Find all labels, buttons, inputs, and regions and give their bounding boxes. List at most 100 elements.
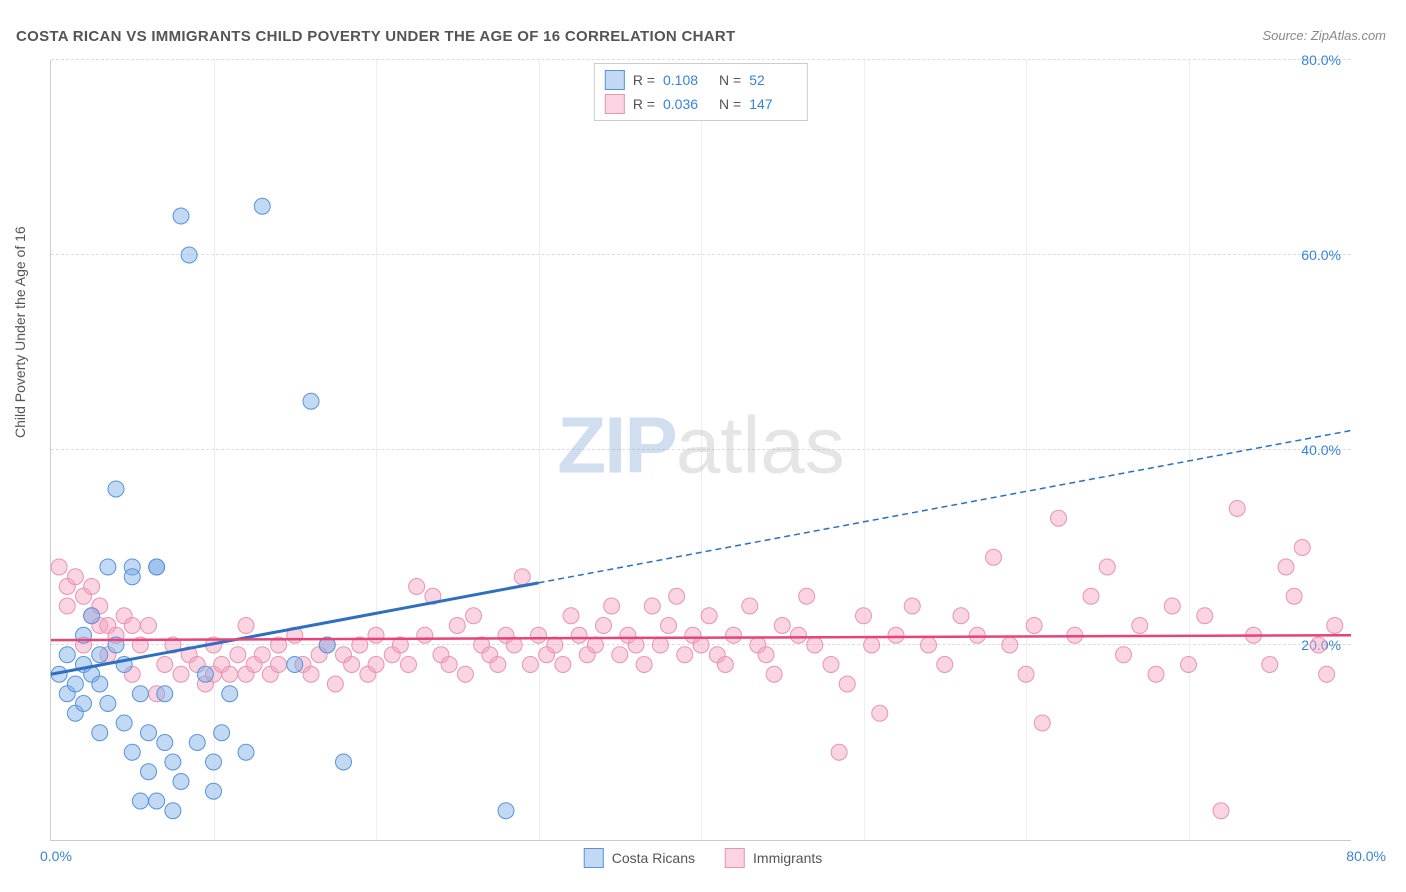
scatter-point [1034, 715, 1050, 731]
N-label: N = [719, 96, 741, 112]
scatter-point [1026, 618, 1042, 634]
scatter-point [669, 588, 685, 604]
scatter-point [141, 618, 157, 634]
R-value: 0.036 [663, 96, 711, 112]
scatter-point [84, 579, 100, 595]
scatter-point [1327, 618, 1343, 634]
R-label: R = [633, 72, 655, 88]
scatter-point [498, 803, 514, 819]
scatter-point [953, 608, 969, 624]
scatter-point [84, 608, 100, 624]
scatter-point [774, 618, 790, 634]
scatter-point [67, 676, 83, 692]
scatter-point [303, 666, 319, 682]
scatter-point [254, 647, 270, 663]
scatter-point [969, 627, 985, 643]
scatter-point [864, 637, 880, 653]
scatter-svg [51, 60, 1351, 840]
source-label: Source: ZipAtlas.com [1262, 28, 1386, 43]
scatter-point [563, 608, 579, 624]
scatter-point [149, 793, 165, 809]
scatter-point [238, 744, 254, 760]
scatter-point [636, 657, 652, 673]
bottom-legend: Costa Ricans Immigrants [584, 848, 823, 868]
scatter-point [76, 696, 92, 712]
scatter-point [701, 608, 717, 624]
scatter-point [303, 393, 319, 409]
scatter-point [571, 627, 587, 643]
scatter-point [181, 247, 197, 263]
plot-area: 20.0% 40.0% 60.0% 80.0% ZIPatlas R = 0.1… [50, 60, 1351, 841]
scatter-point [441, 657, 457, 673]
scatter-point [206, 783, 222, 799]
scatter-point [336, 754, 352, 770]
scatter-point [677, 647, 693, 663]
scatter-point [409, 579, 425, 595]
scatter-point [514, 569, 530, 585]
scatter-point [490, 657, 506, 673]
scatter-point [368, 627, 384, 643]
scatter-point [921, 637, 937, 653]
scatter-point [59, 598, 75, 614]
scatter-point [173, 666, 189, 682]
scatter-point [124, 569, 140, 585]
stats-row-costa-ricans: R = 0.108 N = 52 [605, 68, 797, 92]
scatter-point [531, 627, 547, 643]
scatter-point [165, 803, 181, 819]
scatter-point [1213, 803, 1229, 819]
scatter-point [856, 608, 872, 624]
scatter-point [206, 754, 222, 770]
scatter-point [1099, 559, 1115, 575]
scatter-point [124, 618, 140, 634]
scatter-point [612, 647, 628, 663]
legend-label: Costa Ricans [612, 850, 695, 866]
scatter-point [1002, 637, 1018, 653]
R-value: 0.108 [663, 72, 711, 88]
scatter-point [92, 647, 108, 663]
scatter-point [222, 686, 238, 702]
scatter-point [254, 198, 270, 214]
scatter-point [1229, 501, 1245, 517]
scatter-point [791, 627, 807, 643]
scatter-point [238, 618, 254, 634]
scatter-point [758, 647, 774, 663]
scatter-point [165, 754, 181, 770]
scatter-point [100, 559, 116, 575]
scatter-point [59, 647, 75, 663]
chart-title: COSTA RICAN VS IMMIGRANTS CHILD POVERTY … [16, 28, 736, 45]
scatter-point [327, 676, 343, 692]
scatter-point [904, 598, 920, 614]
scatter-point [141, 725, 157, 741]
x-origin-label: 0.0% [40, 848, 72, 864]
scatter-point [157, 686, 173, 702]
scatter-point [555, 657, 571, 673]
scatter-point [1083, 588, 1099, 604]
scatter-point [937, 657, 953, 673]
scatter-point [1051, 510, 1067, 526]
scatter-point [157, 657, 173, 673]
scatter-point [1164, 598, 1180, 614]
swatch-costa-ricans [584, 848, 604, 868]
scatter-point [1116, 647, 1132, 663]
scatter-point [457, 666, 473, 682]
scatter-point [141, 764, 157, 780]
scatter-point [449, 618, 465, 634]
scatter-point [214, 725, 230, 741]
legend-label: Immigrants [753, 850, 822, 866]
scatter-point [173, 208, 189, 224]
y-axis-label: Child Poverty Under the Age of 16 [12, 226, 28, 438]
scatter-point [100, 696, 116, 712]
scatter-point [839, 676, 855, 692]
scatter-point [661, 618, 677, 634]
scatter-point [1294, 540, 1310, 556]
scatter-point [189, 735, 205, 751]
N-label: N = [719, 72, 741, 88]
scatter-point [344, 657, 360, 673]
scatter-point [1319, 666, 1335, 682]
scatter-point [604, 598, 620, 614]
scatter-point [1132, 618, 1148, 634]
scatter-point [1278, 559, 1294, 575]
scatter-point [401, 657, 417, 673]
scatter-point [108, 481, 124, 497]
swatch-immigrants [725, 848, 745, 868]
